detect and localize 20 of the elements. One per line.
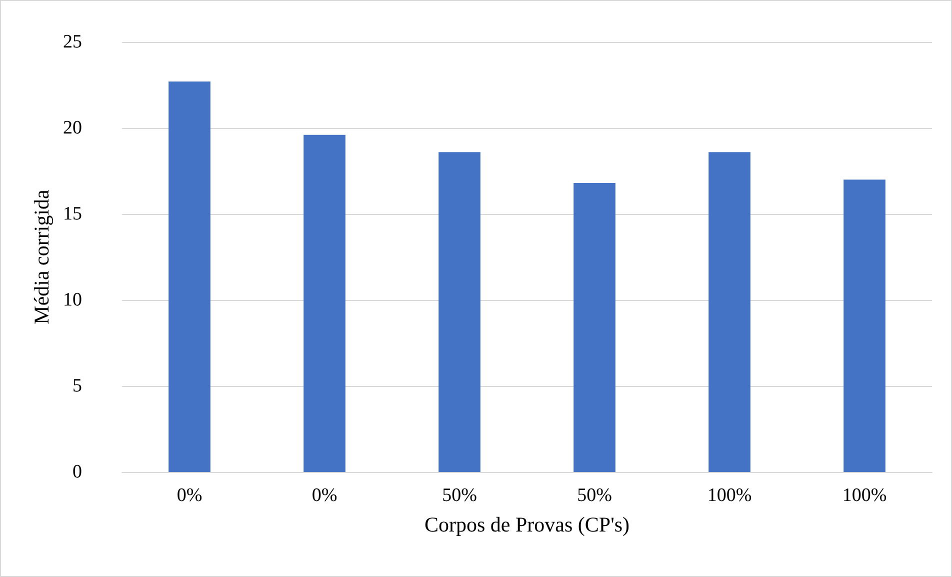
y-tick-label: 5 [72, 376, 82, 396]
bar [304, 134, 346, 472]
x-tick-label: 100% [707, 485, 752, 506]
bar [168, 82, 210, 472]
y-tick-label: 15 [63, 204, 82, 224]
x-tick-label: 0% [312, 485, 338, 506]
bar [844, 180, 886, 472]
y-tick-label: 0 [72, 462, 82, 482]
y-tick-label: 20 [63, 118, 82, 138]
x-tick-label: 100% [842, 485, 887, 506]
x-tick-label: 50% [577, 485, 612, 506]
bar [574, 183, 616, 472]
bar [708, 152, 750, 472]
bar [438, 152, 480, 472]
x-axis-title: Corpos de Provas (CP's) [424, 512, 630, 536]
x-tick-label: 50% [442, 485, 478, 506]
y-tick-label: 10 [63, 290, 82, 310]
y-axis-title: Média corrigida [30, 188, 54, 324]
x-tick-label: 0% [176, 485, 202, 506]
y-tick-label: 25 [63, 32, 82, 52]
